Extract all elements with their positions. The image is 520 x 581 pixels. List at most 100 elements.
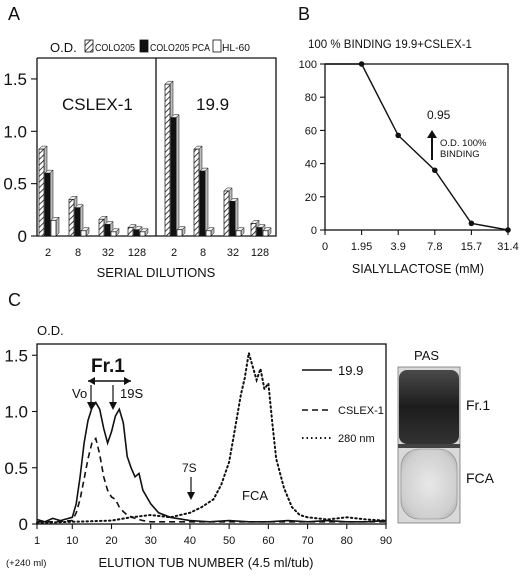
panel-b-frame <box>324 63 509 231</box>
panel-b-xlabel: SIALYLLACTOSE (mM) <box>352 262 484 276</box>
bar-side-colo205-pca <box>175 114 180 237</box>
panel-b-series <box>325 61 511 233</box>
panel-c-legend: 19.9 CSLEX-1 280 nm <box>302 363 384 445</box>
y-tick-label: 40 <box>305 159 317 171</box>
x-tick-label: 20 <box>105 535 117 547</box>
panel-c-annotations: Fr.1 Vo 19S 7S FCA <box>72 356 268 503</box>
y-tick-label: 0 <box>19 515 28 534</box>
y-tick-label: 0 <box>311 225 317 237</box>
bar-colo205 <box>38 148 45 237</box>
bar-hl-60 <box>139 231 146 237</box>
series-line-cslex-1 <box>37 436 386 523</box>
data-point <box>432 167 438 174</box>
panel-b-ticks: 0 20 40 60 80 100 0 1.95 3.9 7.8 15.7 31.4 <box>299 59 519 253</box>
annotation-7s: 7S <box>182 461 197 475</box>
x-tick-label: 0 <box>322 241 328 253</box>
panel-c-ylabel: O.D. <box>37 323 64 338</box>
19s-arrow-head <box>109 402 117 410</box>
bar-colo205 <box>127 227 134 237</box>
bar-hl-60 <box>205 230 212 237</box>
y-tick-label: 1.0 <box>3 122 27 141</box>
y-tick-label: 60 <box>305 125 317 137</box>
panel-c-series <box>36 352 387 524</box>
y-tick-label: 0.5 <box>3 175 27 194</box>
x-tick-label: 90 <box>380 535 392 547</box>
y-tick-label: 20 <box>305 192 317 204</box>
panel-label-c: C <box>8 290 21 310</box>
bar-hl-60 <box>50 219 57 237</box>
x-tick-label: 60 <box>262 535 274 547</box>
bar-hl-60 <box>110 231 117 237</box>
panel-c-frame <box>36 343 387 525</box>
bar-colo205 <box>68 199 75 237</box>
bar-colo205 <box>223 190 230 237</box>
x-tick-label: 80 <box>341 535 353 547</box>
data-point <box>358 61 365 67</box>
vo-arrow-head <box>87 402 95 410</box>
panel-a: A O.D. COLO205 COLO205 PCA HL-60 0 0.5 1.0… <box>3 4 277 280</box>
y-tick-label: 1.5 <box>4 346 28 365</box>
subpanel-title-cslex1: CSLEX-1 <box>62 95 133 114</box>
gel-image: PAS Fr.1 FCA <box>397 348 495 524</box>
panel-b: B 100 % BINDING 19.9+CSLEX-1 0 20 40 60 80 10… <box>298 4 519 276</box>
panel-c: C O.D. 0 0.5 1.0 1.5 1 10 20 30 40 50 60 70 80 90 Fr.… <box>4 290 494 570</box>
bar-colo205-pca <box>256 227 263 237</box>
panel-b-annotation: 0.95 O.D. 100% BINDING <box>427 108 487 160</box>
x-tick-label: 15.7 <box>461 241 482 253</box>
bar-hl-60 <box>235 230 242 237</box>
annotation-19s: 19S <box>120 386 143 401</box>
7s-arrow-head <box>187 492 195 500</box>
bar-side-colo205-pca <box>204 167 209 237</box>
gel-title: PAS <box>414 348 439 363</box>
annotation-fca: FCA <box>242 488 268 503</box>
x-tick-label: 1 <box>34 535 40 547</box>
x-tick-label: 8 <box>75 247 81 259</box>
legend-swatch-colo205-pca <box>139 39 149 53</box>
x-tick-label: 8 <box>200 247 206 259</box>
annotation-fr1: Fr.1 <box>91 356 125 377</box>
gel-divider <box>398 444 460 448</box>
panel-c-xlabel: ELUTION TUB NUMBER (4.5 ml/tub) <box>98 555 313 570</box>
x-tick-label: 31.4 <box>497 241 518 253</box>
panel-a-x-ticks: 2 8 32 128 2 8 32 128 <box>45 247 269 259</box>
x-tick-label: 2 <box>171 247 177 259</box>
panel-c-x-origin-note: (+240 ml) <box>6 558 46 569</box>
double-arrow-right-head <box>124 377 131 385</box>
x-tick-label: 50 <box>223 535 235 547</box>
data-point <box>505 227 511 233</box>
annotation-value: 0.95 <box>427 108 451 122</box>
panel-b-title: 100 % BINDING 19.9+CSLEX-1 <box>308 39 472 51</box>
x-tick-label: 70 <box>301 535 313 547</box>
x-tick-label: 2 <box>45 247 51 259</box>
bar-hl-60 <box>176 229 183 237</box>
legend-label-hl60: HL-60 <box>222 42 250 54</box>
x-tick-label: 10 <box>66 535 78 547</box>
legend-swatch-colo205 <box>84 39 94 53</box>
x-tick-label: 3.9 <box>391 241 406 253</box>
annotation-line-1: O.D. 100% <box>440 138 487 149</box>
gel-label-fca: FCA <box>466 470 495 486</box>
x-tick-label: 128 <box>251 247 269 259</box>
series-line-19-9 <box>36 401 387 523</box>
bar-colo205-pca <box>199 170 206 237</box>
bar-hl-60 <box>262 230 269 237</box>
bar-colo205-pca <box>170 117 177 237</box>
data-point <box>468 220 475 227</box>
panel-a-frame <box>36 57 277 237</box>
subpanel-title-19-9: 19.9 <box>196 95 229 114</box>
y-tick-label: 0 <box>18 227 27 246</box>
bar-colo205 <box>250 223 257 237</box>
x-tick-label: 32 <box>102 247 114 259</box>
up-arrow-head-icon <box>427 130 437 138</box>
x-tick-label: 1.95 <box>351 241 372 253</box>
panel-c-ticks: 0 0.5 1.0 1.5 1 10 20 30 40 50 60 70 80 90 <box>4 346 392 547</box>
x-tick-label: 32 <box>227 247 239 259</box>
x-tick-label: 40 <box>184 535 196 547</box>
bar-colo205 <box>193 148 200 237</box>
panel-a-xlabel: SERIAL DILUTIONS <box>97 265 216 280</box>
bar-colo205-pca <box>133 229 140 237</box>
x-tick-label: 128 <box>128 247 146 259</box>
legend-label-280nm: 280 nm <box>338 433 375 445</box>
bar-colo205-pca <box>104 224 111 237</box>
